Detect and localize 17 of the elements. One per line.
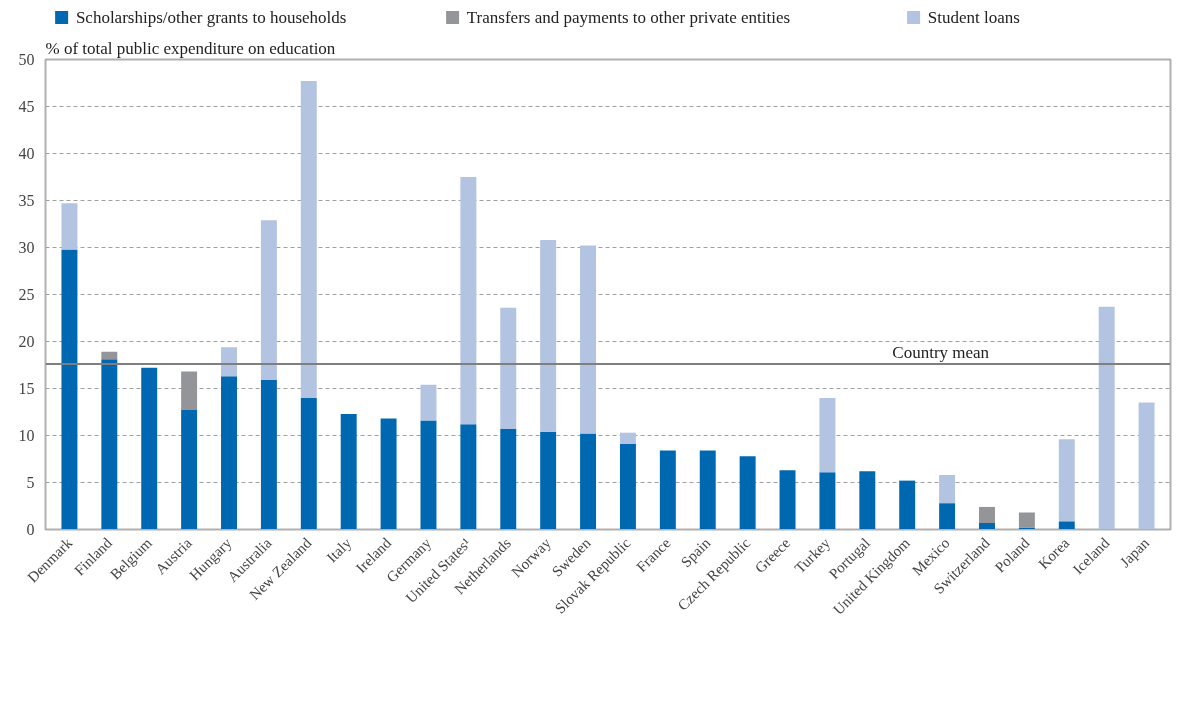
legend-label: Student loans bbox=[927, 8, 1020, 27]
y-tick-label: 15 bbox=[18, 380, 35, 397]
y-tick-label: 50 bbox=[18, 51, 35, 68]
legend-label: Scholarships/other grants to households bbox=[75, 8, 347, 27]
y-tick-label: 10 bbox=[18, 427, 35, 444]
y-tick-label: 20 bbox=[18, 333, 35, 350]
y-tick-label: 35 bbox=[18, 192, 35, 209]
y-tick-label: 40 bbox=[18, 145, 35, 162]
ref-line-label: Country mean bbox=[892, 343, 990, 363]
y-tick-label: 0 bbox=[26, 521, 35, 538]
y-tick-label: 45 bbox=[18, 98, 35, 115]
y-axis-title: % of total public expenditure on education bbox=[45, 38, 336, 58]
legend-label: Transfers and payments to other private entities bbox=[466, 8, 791, 27]
x-tick-label: Italy bbox=[323, 534, 355, 566]
y-tick-label: 25 bbox=[18, 286, 35, 303]
y-tick-label: 30 bbox=[18, 239, 35, 256]
y-tick-label: 5 bbox=[26, 474, 35, 491]
